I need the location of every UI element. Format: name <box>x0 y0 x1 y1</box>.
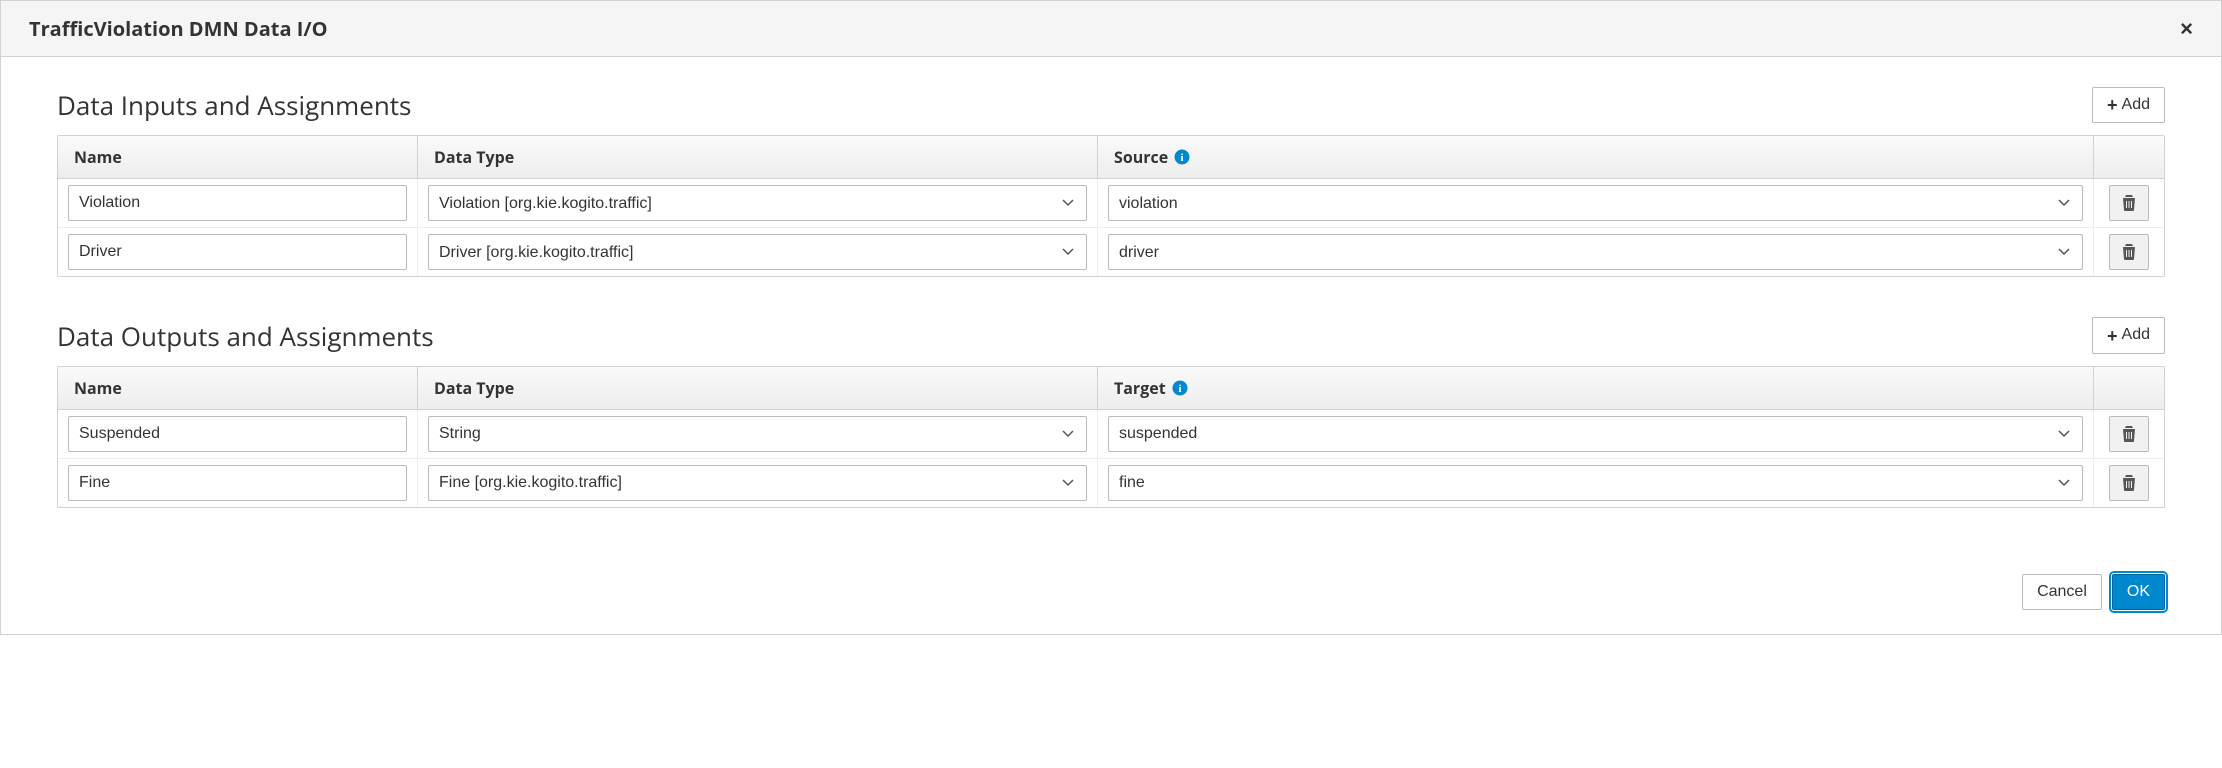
output-target-select[interactable]: suspended <box>1108 416 2083 452</box>
data-io-modal: TrafficViolation DMN Data I/O × Data Inp… <box>0 0 2222 635</box>
output-target-select[interactable]: fine <box>1108 465 2083 501</box>
outputs-col-actions <box>2094 367 2164 409</box>
outputs-table: Name Data Type Target i <box>57 366 2165 508</box>
trash-icon <box>2122 475 2136 491</box>
data-outputs-section: Data Outputs and Assignments + Add Name … <box>57 317 2165 507</box>
delete-input-button[interactable] <box>2109 234 2149 270</box>
outputs-col-target: Target i <box>1098 367 2094 409</box>
inputs-table: Name Data Type Source i <box>57 135 2165 277</box>
plus-icon: + <box>2107 96 2118 114</box>
trash-icon <box>2122 244 2136 260</box>
outputs-col-target-label: Target <box>1114 377 1166 399</box>
modal-header: TrafficViolation DMN Data I/O × <box>1 1 2221 57</box>
svg-text:i: i <box>1178 383 1181 395</box>
inputs-col-datatype: Data Type <box>418 136 1098 178</box>
outputs-section-title: Data Outputs and Assignments <box>57 318 434 354</box>
output-row: String suspended <box>58 410 2164 459</box>
modal-footer: Cancel OK <box>1 558 2221 634</box>
input-name-field[interactable] <box>68 234 407 270</box>
info-icon[interactable]: i <box>1172 380 1188 396</box>
add-input-label: Add <box>2122 94 2150 116</box>
input-row: Driver [org.kie.kogito.traffic] driver <box>58 228 2164 276</box>
data-inputs-section: Data Inputs and Assignments + Add Name D… <box>57 87 2165 277</box>
input-source-select[interactable]: driver <box>1108 234 2083 270</box>
trash-icon <box>2122 195 2136 211</box>
outputs-col-name: Name <box>58 367 418 409</box>
outputs-table-header: Name Data Type Target i <box>58 367 2164 410</box>
inputs-col-name: Name <box>58 136 418 178</box>
input-source-select[interactable]: violation <box>1108 185 2083 221</box>
close-button[interactable]: × <box>2180 18 2193 40</box>
delete-output-button[interactable] <box>2109 416 2149 452</box>
output-datatype-select[interactable]: Fine [org.kie.kogito.traffic] <box>428 465 1087 501</box>
inputs-table-header: Name Data Type Source i <box>58 136 2164 179</box>
inputs-col-source-label: Source <box>1114 146 1168 168</box>
add-input-button[interactable]: + Add <box>2092 87 2165 123</box>
inputs-section-title: Data Inputs and Assignments <box>57 87 411 123</box>
input-datatype-select[interactable]: Driver [org.kie.kogito.traffic] <box>428 234 1087 270</box>
modal-body: Data Inputs and Assignments + Add Name D… <box>1 57 2221 558</box>
input-name-field[interactable] <box>68 185 407 221</box>
delete-output-button[interactable] <box>2109 465 2149 501</box>
add-output-button[interactable]: + Add <box>2092 317 2165 353</box>
input-datatype-select[interactable]: Violation [org.kie.kogito.traffic] <box>428 185 1087 221</box>
inputs-section-header: Data Inputs and Assignments + Add <box>57 87 2165 123</box>
cancel-button[interactable]: Cancel <box>2022 574 2102 610</box>
output-row: Fine [org.kie.kogito.traffic] fine <box>58 459 2164 507</box>
output-name-field[interactable] <box>68 416 407 452</box>
add-output-label: Add <box>2122 324 2150 346</box>
outputs-section-header: Data Outputs and Assignments + Add <box>57 317 2165 353</box>
inputs-col-source: Source i <box>1098 136 2094 178</box>
delete-input-button[interactable] <box>2109 185 2149 221</box>
outputs-col-datatype: Data Type <box>418 367 1098 409</box>
output-datatype-select[interactable]: String <box>428 416 1087 452</box>
ok-button[interactable]: OK <box>2112 574 2165 610</box>
inputs-col-actions <box>2094 136 2164 178</box>
input-row: Violation [org.kie.kogito.traffic] viola… <box>58 179 2164 228</box>
svg-text:i: i <box>1181 152 1184 164</box>
info-icon[interactable]: i <box>1174 149 1190 165</box>
plus-icon: + <box>2107 327 2118 345</box>
modal-title: TrafficViolation DMN Data I/O <box>29 15 328 42</box>
output-name-field[interactable] <box>68 465 407 501</box>
trash-icon <box>2122 426 2136 442</box>
